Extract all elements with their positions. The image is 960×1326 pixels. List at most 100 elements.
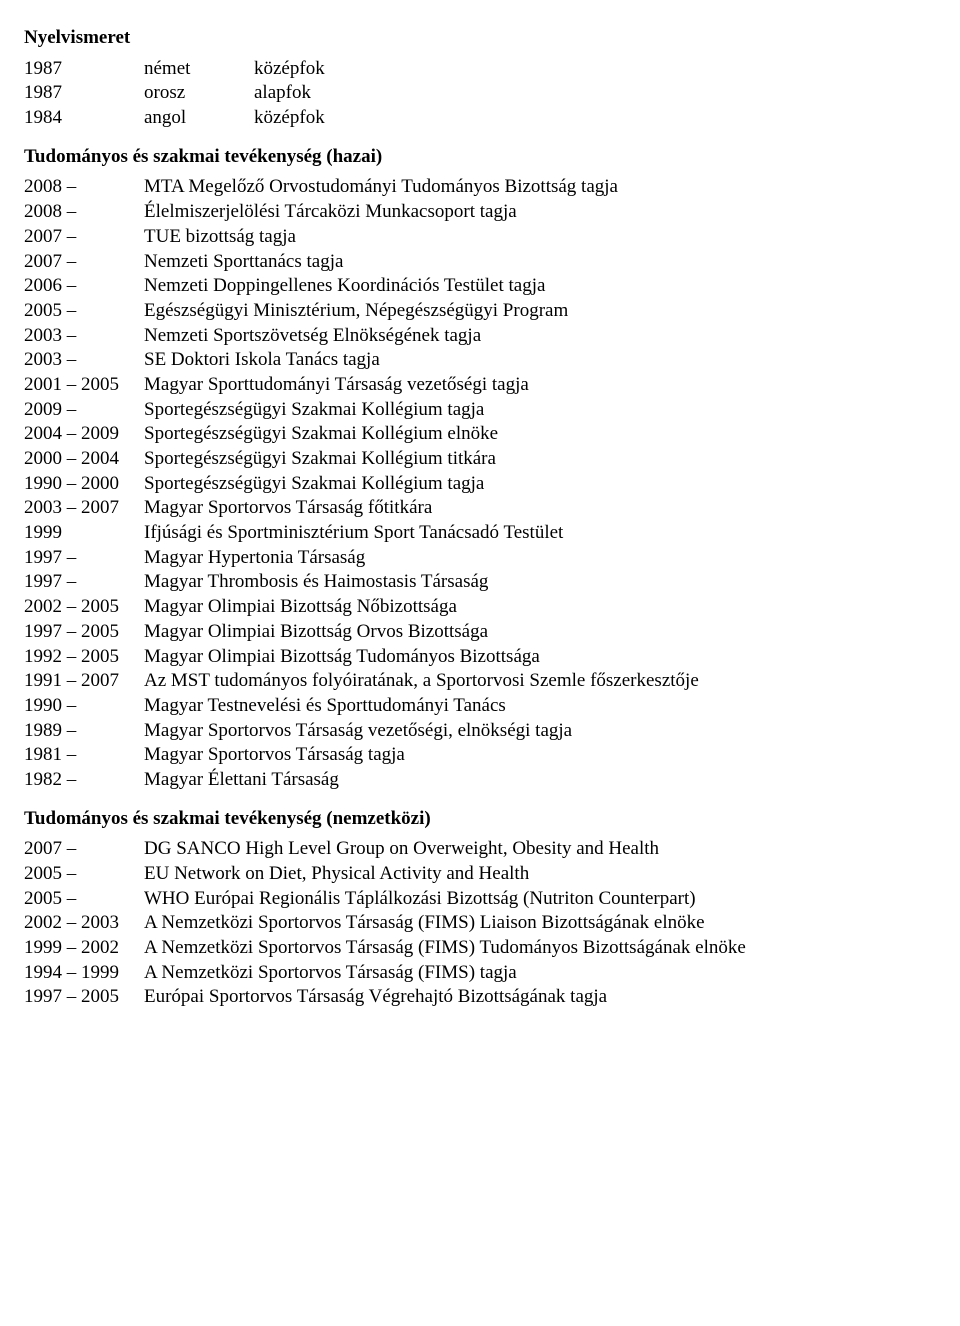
domestic-activity-row-text: SE Doktori Iskola Tanács tagja [144, 348, 936, 373]
international-activity-row: 2002 – 2003A Nemzetközi Sportorvos Társa… [24, 911, 936, 936]
domestic-activity-row: 1981 –Magyar Sportorvos Társaság tagja [24, 743, 936, 768]
domestic-activity-row: 1990 –Magyar Testnevelési és Sporttudomá… [24, 694, 936, 719]
domestic-activity-row: 2003 –Nemzeti Sportszövetség Elnökségéne… [24, 324, 936, 349]
language-year: 1987 [24, 81, 144, 106]
domestic-activity-row-year: 2009 – [24, 398, 144, 423]
language-row: 1987oroszalapfok [24, 81, 936, 106]
domestic-activity-row-year: 2007 – [24, 225, 144, 250]
language-level: alapfok [254, 81, 936, 106]
domestic-activity-row-year: 2007 – [24, 250, 144, 275]
domestic-activity-row-year: 2008 – [24, 200, 144, 225]
international-activity-row-year: 1997 – 2005 [24, 985, 144, 1010]
domestic-activity-row-text: Magyar Olimpiai Bizottság Orvos Bizottsá… [144, 620, 936, 645]
language-name: orosz [144, 81, 254, 106]
domestic-activity-row-text: Magyar Sportorvos Társaság tagja [144, 743, 936, 768]
domestic-activity-row-year: 2004 – 2009 [24, 422, 144, 447]
language-year: 1984 [24, 106, 144, 131]
domestic-activity-row: 1991 – 2007Az MST tudományos folyóiratán… [24, 669, 936, 694]
domestic-activity-row-year: 1990 – 2000 [24, 472, 144, 497]
domestic-activity-row: 2004 – 2009Sportegészségügyi Szakmai Kol… [24, 422, 936, 447]
international-activity-row-year: 1994 – 1999 [24, 961, 144, 986]
domestic-activity-row-text: Nemzeti Sportszövetség Elnökségének tagj… [144, 324, 936, 349]
domestic-activity-row: 2002 – 2005Magyar Olimpiai Bizottság Nőb… [24, 595, 936, 620]
domestic-activity-row: 1999Ifjúsági és Sportminisztérium Sport … [24, 521, 936, 546]
international-activity-row-text: EU Network on Diet, Physical Activity an… [144, 862, 936, 887]
domestic-activity-row-year: 2005 – [24, 299, 144, 324]
domestic-activity-row: 2008 –MTA Megelőző Orvostudományi Tudomá… [24, 175, 936, 200]
international-activity-row-year: 2005 – [24, 887, 144, 912]
domestic-activity-row-text: Magyar Testnevelési és Sporttudományi Ta… [144, 694, 936, 719]
domestic-activity-row-year: 1997 – [24, 570, 144, 595]
international-activity-row: 2005 –WHO Európai Regionális Táplálkozás… [24, 887, 936, 912]
domestic-activity-row-year: 2003 – [24, 324, 144, 349]
international-activity-row-text: A Nemzetközi Sportorvos Társaság (FIMS) … [144, 961, 936, 986]
domestic-activity-row: 2001 – 2005Magyar Sporttudományi Társasá… [24, 373, 936, 398]
language-level: középfok [254, 57, 936, 82]
international-activity-row-text: A Nemzetközi Sportorvos Társaság (FIMS) … [144, 911, 936, 936]
domestic-activity-row: 2003 –SE Doktori Iskola Tanács tagja [24, 348, 936, 373]
domestic-activity-row: 1997 –Magyar Hypertonia Társaság [24, 546, 936, 571]
international-activity-row-year: 2007 – [24, 837, 144, 862]
language-name: angol [144, 106, 254, 131]
section1-heading: Nyelvismeret [24, 26, 936, 51]
domestic-activity-row-text: Sportegészségügyi Szakmai Kollégium tagj… [144, 398, 936, 423]
international-activity-row: 1997 – 2005Európai Sportorvos Társaság V… [24, 985, 936, 1010]
domestic-activity-row: 2006 –Nemzeti Doppingellenes Koordináció… [24, 274, 936, 299]
domestic-activity-row: 2008 –Élelmiszerjelölési Tárcaközi Munka… [24, 200, 936, 225]
international-activity-row-year: 1999 – 2002 [24, 936, 144, 961]
domestic-activity-row-text: Nemzeti Sporttanács tagja [144, 250, 936, 275]
domestic-activity-row: 2005 –Egészségügyi Minisztérium, Népegés… [24, 299, 936, 324]
domestic-activity-row-text: MTA Megelőző Orvostudományi Tudományos B… [144, 175, 936, 200]
international-activity-row: 1994 – 1999A Nemzetközi Sportorvos Társa… [24, 961, 936, 986]
domestic-activity-row: 1982 –Magyar Élettani Társaság [24, 768, 936, 793]
international-activity-row-text: A Nemzetközi Sportorvos Társaság (FIMS) … [144, 936, 936, 961]
domestic-activity-row: 1997 –Magyar Thrombosis és Haimostasis T… [24, 570, 936, 595]
language-row: 1987németközépfok [24, 57, 936, 82]
domestic-activity-row-text: Magyar Sportorvos Társaság főtitkára [144, 496, 936, 521]
language-row: 1984angolközépfok [24, 106, 936, 131]
domestic-activity-row: 1990 – 2000Sportegészségügyi Szakmai Kol… [24, 472, 936, 497]
domestic-activity-row-year: 2000 – 2004 [24, 447, 144, 472]
domestic-activity-row-text: Magyar Sportorvos Társaság vezetőségi, e… [144, 719, 936, 744]
domestic-activity-row-year: 2002 – 2005 [24, 595, 144, 620]
domestic-activity-row-text: Élelmiszerjelölési Tárcaközi Munkacsopor… [144, 200, 936, 225]
domestic-activity-row-text: Egészségügyi Minisztérium, Népegészségüg… [144, 299, 936, 324]
domestic-activity-row-text: Sportegészségügyi Szakmai Kollégium tagj… [144, 472, 936, 497]
section2-heading: Tudományos és szakmai tevékenység (hazai… [24, 145, 936, 170]
domestic-activity-row-year: 1997 – 2005 [24, 620, 144, 645]
international-activity-row-text: WHO Európai Regionális Táplálkozási Bizo… [144, 887, 936, 912]
international-activity-row: 2005 –EU Network on Diet, Physical Activ… [24, 862, 936, 887]
domestic-activity-row-year: 2003 – 2007 [24, 496, 144, 521]
domestic-activity-row-text: Az MST tudományos folyóiratának, a Sport… [144, 669, 936, 694]
domestic-activity-row-year: 1990 – [24, 694, 144, 719]
language-year: 1987 [24, 57, 144, 82]
domestic-activity-row-year: 1981 – [24, 743, 144, 768]
international-activity-row-year: 2002 – 2003 [24, 911, 144, 936]
domestic-activity-row-year: 1992 – 2005 [24, 645, 144, 670]
domestic-activity-row: 1997 – 2005Magyar Olimpiai Bizottság Orv… [24, 620, 936, 645]
section3-heading: Tudományos és szakmai tevékenység (nemze… [24, 807, 936, 832]
domestic-activity-row: 2009 –Sportegészségügyi Szakmai Kollégiu… [24, 398, 936, 423]
domestic-activity-row-text: Nemzeti Doppingellenes Koordinációs Test… [144, 274, 936, 299]
domestic-activity-row-text: Magyar Olimpiai Bizottság Tudományos Biz… [144, 645, 936, 670]
domestic-activity-row-text: Magyar Olimpiai Bizottság Nőbizottsága [144, 595, 936, 620]
international-activity-row-year: 2005 – [24, 862, 144, 887]
domestic-activity-row: 2007 –Nemzeti Sporttanács tagja [24, 250, 936, 275]
domestic-activity-row: 2000 – 2004Sportegészségügyi Szakmai Kol… [24, 447, 936, 472]
domestic-activity-row: 2007 –TUE bizottság tagja [24, 225, 936, 250]
domestic-activity-row-year: 2008 – [24, 175, 144, 200]
domestic-activity-row-year: 1982 – [24, 768, 144, 793]
domestic-activity-row-year: 2006 – [24, 274, 144, 299]
international-activity-row-text: Európai Sportorvos Társaság Végrehajtó B… [144, 985, 936, 1010]
domestic-activity-row-year: 1997 – [24, 546, 144, 571]
domestic-activity-row-text: Sportegészségügyi Szakmai Kollégium elnö… [144, 422, 936, 447]
domestic-activity-row-year: 1991 – 2007 [24, 669, 144, 694]
domestic-activity-row: 1992 – 2005Magyar Olimpiai Bizottság Tud… [24, 645, 936, 670]
domestic-activity-row-year: 2003 – [24, 348, 144, 373]
domestic-activity-row-text: Magyar Élettani Társaság [144, 768, 936, 793]
international-activity-row: 1999 – 2002A Nemzetközi Sportorvos Társa… [24, 936, 936, 961]
domestic-activity-row: 1989 –Magyar Sportorvos Társaság vezetős… [24, 719, 936, 744]
domestic-activity-row-text: Magyar Hypertonia Társaság [144, 546, 936, 571]
domestic-activity-row-text: TUE bizottság tagja [144, 225, 936, 250]
international-activity-row: 2007 –DG SANCO High Level Group on Overw… [24, 837, 936, 862]
